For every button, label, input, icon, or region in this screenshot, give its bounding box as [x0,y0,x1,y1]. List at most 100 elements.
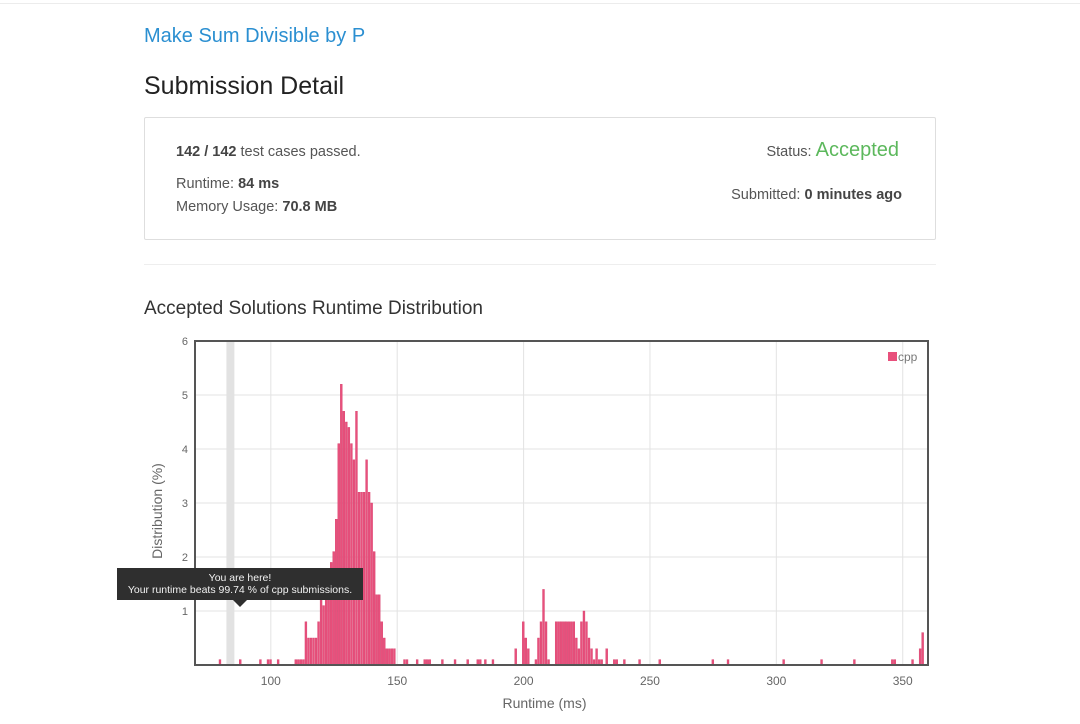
submitted-row: Submitted: 0 minutes ago [731,187,902,203]
distribution-bar[interactable] [522,621,525,666]
page-title: Submission Detail [144,72,345,100]
test-cases-summary: 142 / 142 test cases passed. [176,144,361,160]
distribution-bar[interactable] [514,648,517,666]
top-divider [0,3,1080,4]
chart-title: Accepted Solutions Runtime Distribution [144,298,484,319]
x-tick-label: 250 [640,674,660,688]
x-tick-label: 150 [387,674,407,688]
distribution-bar[interactable] [312,637,315,666]
distribution-bar[interactable] [567,621,570,666]
distribution-bar[interactable] [544,621,548,666]
distribution-bar[interactable] [322,605,325,666]
section-divider [144,264,936,265]
distribution-bar[interactable] [595,648,598,666]
distribution-bar[interactable] [307,637,310,666]
memory-row: Memory Usage: 70.8 MB [176,199,337,215]
submission-detail-card: 142 / 142 test cases passed. Runtime: 84… [144,117,936,240]
x-tick-label: 300 [766,674,786,688]
y-tick-label: 4 [182,444,188,456]
problem-title-link[interactable]: Make Sum Divisible by P [144,25,366,47]
distribution-bar[interactable] [383,637,386,666]
distribution-bar[interactable] [352,459,356,666]
distribution-bar[interactable] [304,621,308,666]
y-tick-label: 6 [182,336,188,348]
plot-frame [194,340,929,666]
distribution-bar[interactable] [570,621,573,666]
distribution-bar[interactable] [587,637,591,666]
distribution-bar[interactable] [367,491,371,666]
distribution-bar[interactable] [317,621,320,666]
distribution-bar[interactable] [347,427,351,666]
y-tick-label: 3 [182,498,188,510]
your-runtime-marker [226,341,235,665]
distribution-bar[interactable] [572,621,576,666]
distribution-bar[interactable] [355,410,358,666]
distribution-bar[interactable] [340,384,343,666]
x-tick-label: 200 [514,674,534,688]
distribution-bar[interactable] [393,648,396,666]
tooltip-line-2: Your runtime beats 99.74 % of cpp submis… [127,584,353,596]
distribution-bar[interactable] [565,621,568,666]
y-tick-label: 5 [182,390,188,402]
distribution-bar[interactable] [580,621,583,666]
distribution-bar[interactable] [370,502,373,666]
legend-swatch [888,352,897,361]
y-tick-label: 2 [182,552,188,564]
x-axis-title: Runtime (ms) [502,695,586,711]
distribution-bar[interactable] [577,648,581,666]
distribution-bar[interactable] [918,648,922,666]
memory-label: Memory Usage: [176,199,279,215]
y-tick-label: 1 [182,606,188,618]
passed-count: 142 [176,144,201,160]
status-label: Status: [766,144,812,160]
distribution-bar[interactable] [560,621,563,666]
x-tick-label: 350 [893,674,913,688]
distribution-bar[interactable] [605,648,608,666]
distribution-bar[interactable] [309,637,313,666]
distribution-bar[interactable] [365,459,368,666]
x-tick-label: 100 [261,674,281,688]
distribution-bar[interactable] [539,621,543,666]
distribution-bar[interactable] [524,637,527,666]
distribution-bar[interactable] [582,610,586,666]
distribution-bar[interactable] [337,443,340,666]
distribution-bar[interactable] [921,632,924,666]
distribution-bar[interactable] [350,443,353,666]
distribution-bar[interactable] [527,648,530,666]
distribution-bar[interactable] [342,410,345,666]
distribution-bar[interactable] [372,551,376,666]
distribution-bar[interactable] [362,491,366,666]
passed-suffix: test cases passed. [240,144,361,160]
tooltip-line-1: You are here! [208,572,272,584]
runtime-distribution-chart[interactable]: 1 2 3 4 5 6 100 150 200 250 300 350 cpp Runtime (ms) D… [100,330,960,720]
legend-label[interactable]: cpp [898,350,918,364]
tooltip-arrow [233,600,247,607]
status-value[interactable]: Accepted [815,139,899,161]
distribution-bar[interactable] [557,621,560,666]
distribution-bar[interactable] [378,594,381,666]
distribution-bar[interactable] [390,648,394,666]
runtime-label: Runtime: [176,176,235,192]
distribution-bar[interactable] [575,637,578,666]
distribution-bar[interactable] [562,621,565,666]
distribution-bar[interactable] [345,421,348,666]
distribution-bar[interactable] [319,594,323,666]
y-axis-title: Distribution (%) [149,463,165,559]
memory-value: 70.8 MB [282,199,338,215]
submitted-label: Submitted: [731,187,801,203]
distribution-bar[interactable] [375,594,378,666]
distribution-bar[interactable] [388,648,391,666]
distribution-bar[interactable] [590,648,593,666]
runtime-tooltip: You are here! Your runtime beats 99.74 %… [117,568,363,600]
distribution-bar[interactable] [554,621,558,666]
distribution-bar[interactable] [542,589,545,666]
runtime-row: Runtime: 84 ms [176,176,279,192]
distribution-bar[interactable] [314,637,318,666]
distribution-bar[interactable] [585,621,588,666]
status-row: Status: Accepted [766,139,899,162]
distribution-bar[interactable] [385,648,388,666]
distribution-bar[interactable] [537,637,540,666]
runtime-value: 84 ms [238,176,280,192]
submitted-value: 0 minutes ago [804,187,903,203]
distribution-bar[interactable] [380,621,383,666]
